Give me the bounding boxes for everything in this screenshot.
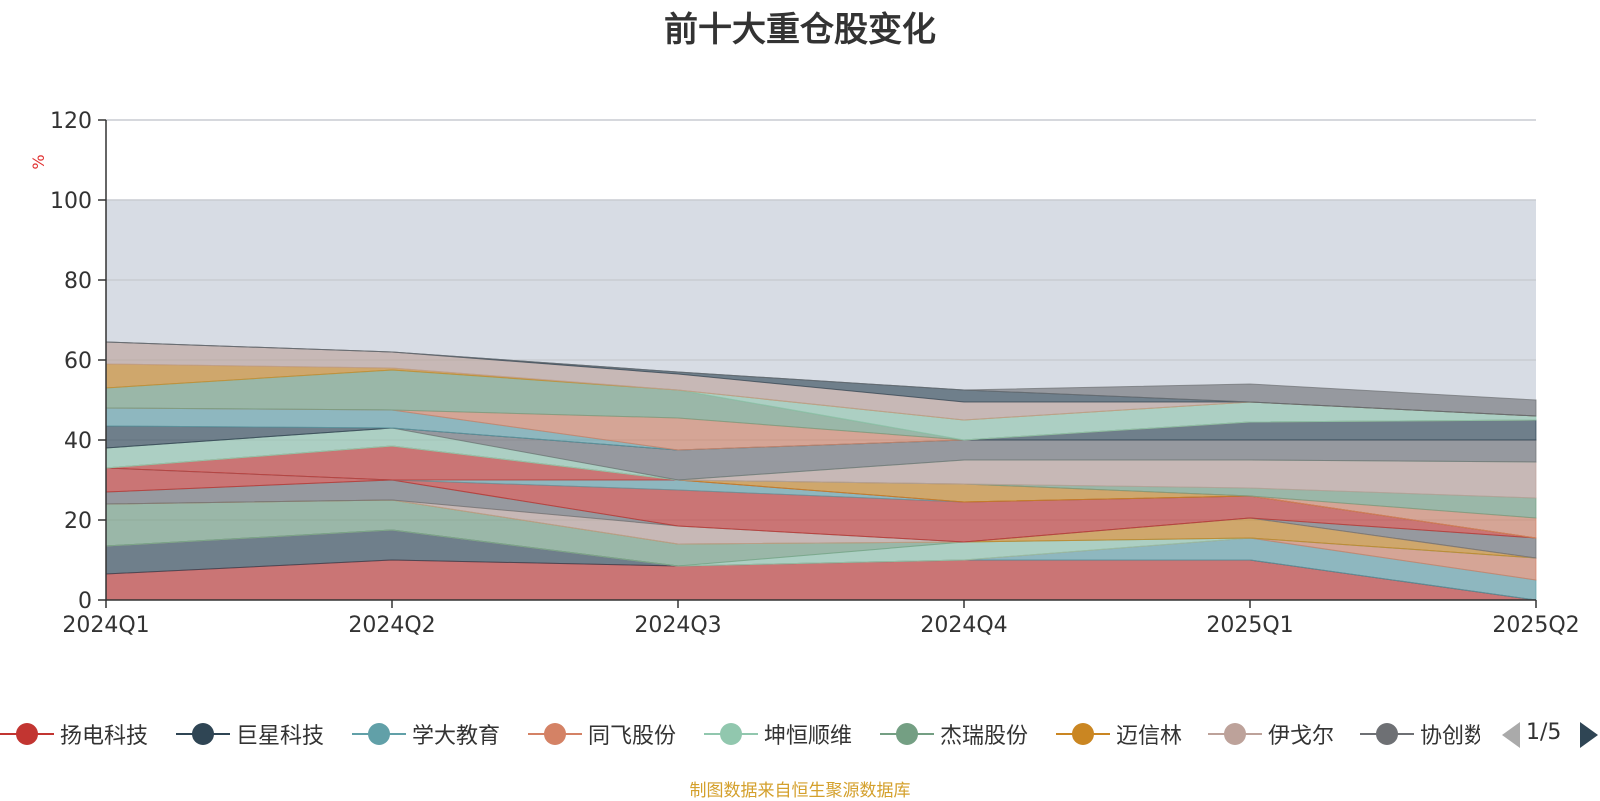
pager-text: 1/5 [1526, 720, 1562, 745]
legend-marker-icon [176, 723, 230, 745]
y-tick-label: 120 [50, 109, 92, 134]
legend-item[interactable]: 学大教育 [352, 716, 500, 752]
legend-label: 巨星科技 [236, 724, 325, 749]
x-tick-label: 2024Q1 [62, 613, 149, 638]
legend-marker-icon [1208, 723, 1262, 745]
series-area [105, 341, 1537, 417]
legend-item[interactable]: 迈信林 [1056, 716, 1182, 752]
legend-label: 迈信林 [1116, 724, 1183, 749]
y-axis-label: % [29, 154, 48, 169]
x-tick-label: 2024Q4 [920, 613, 1007, 638]
data-source-note: 制图数据来自恒生聚源数据库 [689, 781, 911, 801]
legend-label: 杰瑞股份 [940, 724, 1029, 749]
legend: 扬电科技 巨星科技 学大教育 同飞股份 坤恒顺维 杰瑞股份 迈信林 伊戈尔 协创数据 [0, 716, 1480, 752]
legend-item[interactable]: 扬电科技 [0, 716, 148, 752]
legend-label: 协创数据 [1420, 724, 1480, 749]
y-tick-label: 20 [64, 509, 92, 534]
legend-label: 同飞股份 [588, 724, 677, 749]
next-page-icon[interactable] [1578, 720, 1600, 750]
legend-item[interactable]: 杰瑞股份 [880, 716, 1028, 752]
y-tick-label: 40 [64, 429, 92, 454]
legend-item[interactable]: 协创数据 [1360, 716, 1480, 752]
legend-marker-icon [1360, 723, 1414, 745]
legend-item[interactable]: 坤恒顺维 [704, 716, 852, 752]
x-tick-label: 2024Q3 [634, 613, 721, 638]
legend-marker-icon [880, 723, 934, 745]
legend-item[interactable]: 伊戈尔 [1208, 716, 1334, 752]
legend-marker-icon [1056, 723, 1110, 745]
legend-item[interactable]: 同飞股份 [528, 716, 676, 752]
legend-marker-icon [704, 723, 758, 745]
legend-item[interactable]: 巨星科技 [176, 716, 324, 752]
legend-marker-icon [528, 723, 582, 745]
x-tick-label: 2025Q2 [1492, 613, 1579, 638]
legend-marker-icon [0, 723, 54, 745]
y-tick-label: 100 [50, 189, 92, 214]
chart-title: 前十大重仓股变化 [664, 10, 936, 50]
legend-label: 学大教育 [412, 724, 501, 749]
legend-label: 伊戈尔 [1268, 724, 1335, 749]
previous-page-icon[interactable] [1500, 720, 1522, 750]
legend-pager: 1/5 [1500, 716, 1600, 752]
y-tick-label: 80 [64, 269, 92, 294]
x-tick-label: 2025Q1 [1206, 613, 1293, 638]
legend-label: 坤恒顺维 [764, 724, 853, 749]
legend-marker-icon [352, 723, 406, 745]
y-tick-label: 0 [78, 589, 92, 614]
x-tick-label: 2024Q2 [348, 613, 435, 638]
y-tick-label: 60 [64, 349, 92, 374]
legend-label: 扬电科技 [60, 724, 149, 749]
